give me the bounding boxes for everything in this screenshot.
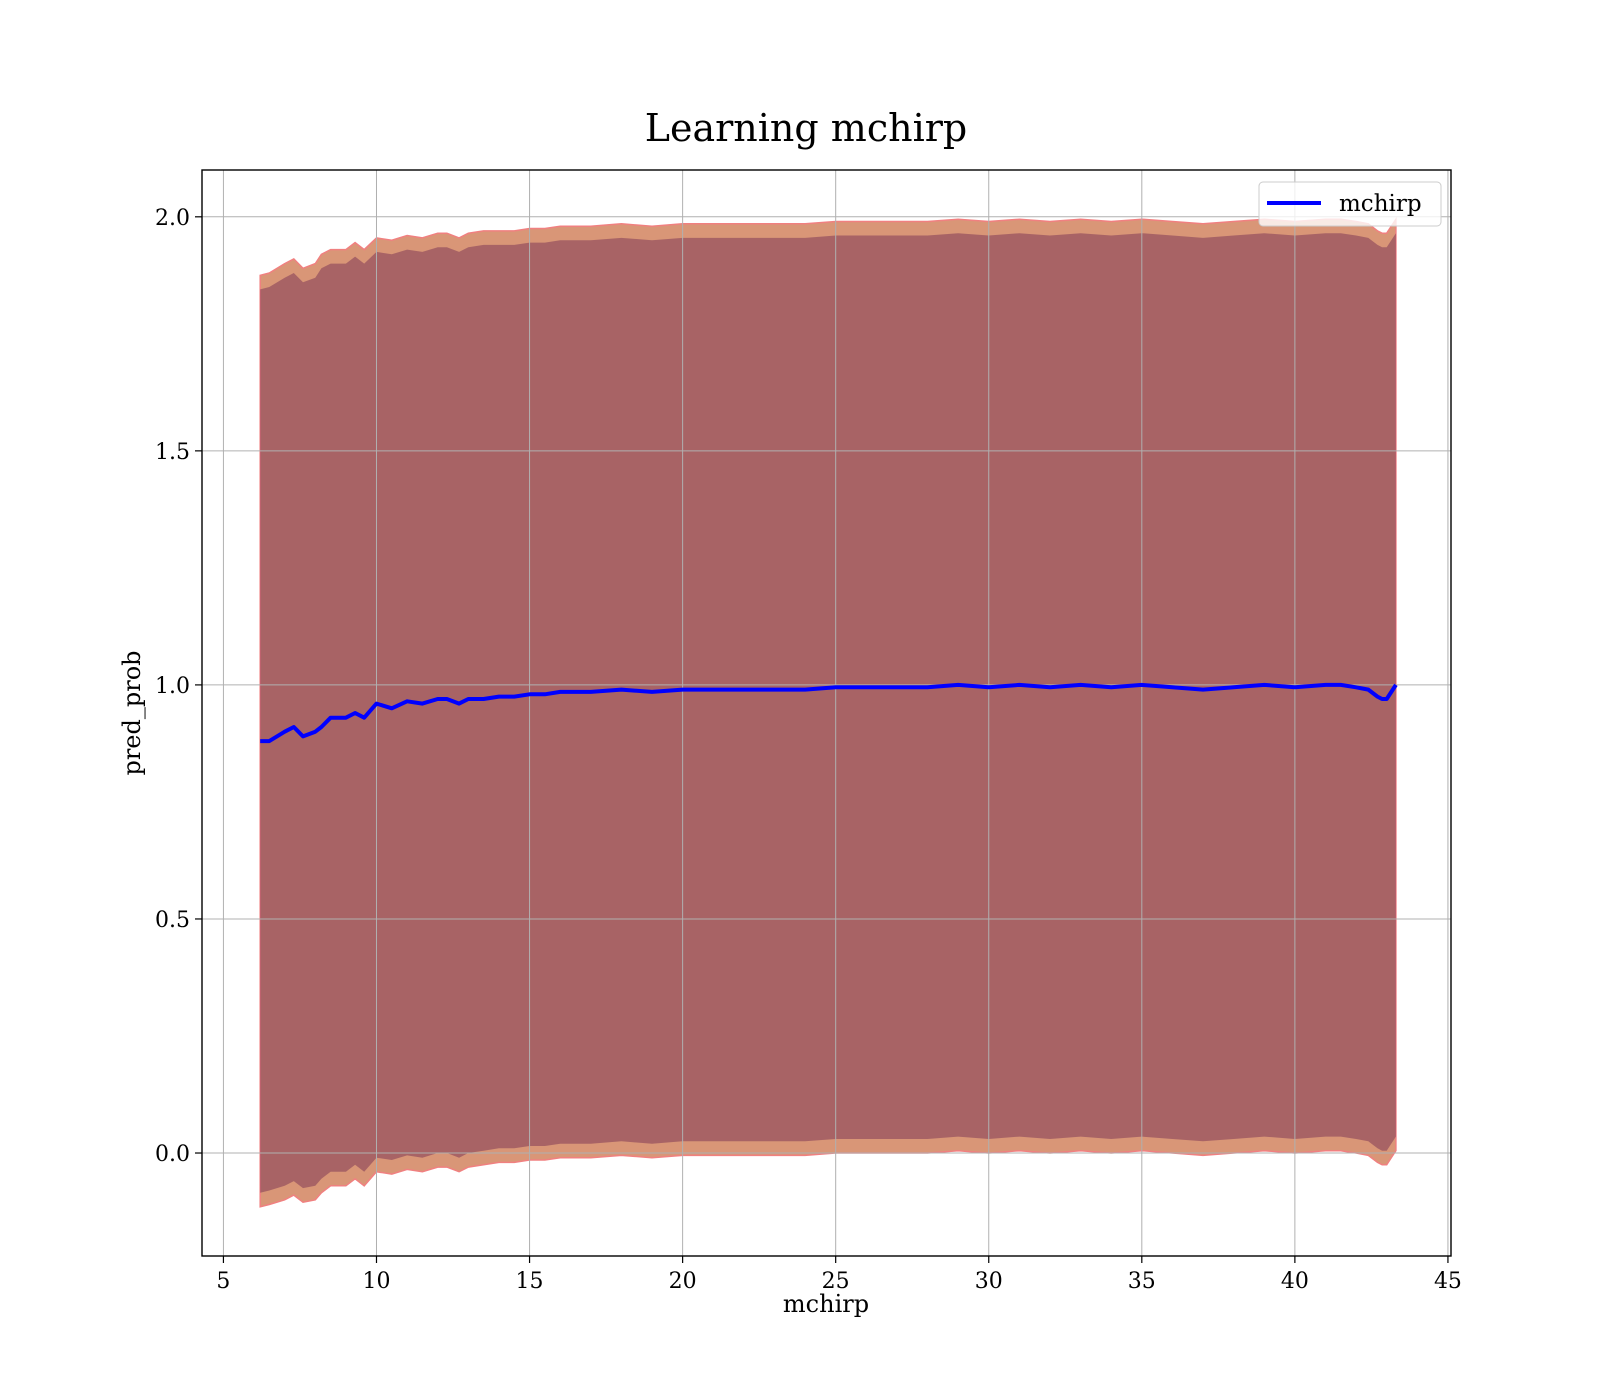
y-tick-label: 2.0 — [155, 206, 190, 231]
chart-title: Learning mchirp — [645, 106, 967, 150]
confidence-bands — [259, 216, 1397, 1208]
x-tick-label: 35 — [1128, 1269, 1156, 1294]
y-tick-label: 0.5 — [155, 908, 190, 933]
x-axis: 5 10 15 20 25 30 35 40 45 — [216, 1256, 1462, 1294]
line-layer — [260, 682, 1398, 744]
x-tick-label: 5 — [216, 1269, 230, 1294]
x-tick-label: 25 — [822, 1269, 850, 1294]
plot-frame — [201, 169, 1452, 1257]
legend-box — [1258, 181, 1442, 227]
x-tick-label: 20 — [669, 1269, 697, 1294]
y-axis: 0.0 0.5 1.0 1.5 2.0 — [155, 206, 202, 1167]
confidence-band-2 — [260, 233, 1396, 1193]
y-axis-title: pred_prob — [118, 650, 146, 775]
x-tick-label: 45 — [1434, 1269, 1462, 1294]
x-axis-title: mchirp — [783, 1290, 869, 1318]
x-tick-label: 30 — [975, 1269, 1003, 1294]
y-tick-label: 1.0 — [155, 674, 190, 699]
x-tick-label: 40 — [1281, 1269, 1309, 1294]
y-tick-label: 1.5 — [155, 440, 190, 465]
legend-label: mchirp — [1339, 191, 1422, 217]
x-tick-label: 15 — [516, 1269, 544, 1294]
legend: mchirp — [1258, 181, 1442, 227]
series-line-mchirp — [260, 682, 1398, 744]
x-tick-label: 10 — [362, 1269, 390, 1294]
y-tick-label: 0.0 — [155, 1142, 190, 1167]
